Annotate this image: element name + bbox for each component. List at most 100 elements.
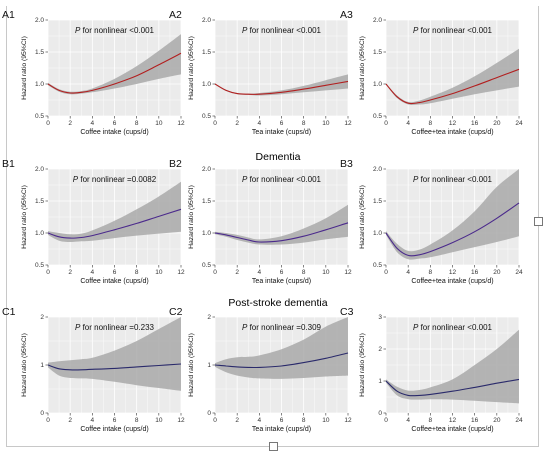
panel-label: A3	[340, 9, 353, 21]
y-tick-label: 1.5	[202, 198, 211, 205]
y-tick-label: 0	[40, 410, 44, 417]
hazard-ratio-curve	[214, 222, 349, 243]
p-value-annotation: P for nonlinear <0.001	[242, 175, 322, 184]
y-axis-label: Hazard ratio (95%CI)	[188, 185, 195, 249]
p-symbol: P	[73, 175, 79, 184]
panel-label: B2	[169, 158, 182, 170]
hazard-ratio-curve	[47, 363, 182, 371]
p-value-text: for nonlinear <0.001	[247, 175, 321, 184]
p-value-annotation: P for nonlinear <0.001	[75, 26, 155, 35]
y-axis-label: Hazard ratio (95%CI)	[21, 333, 28, 397]
x-tick-label: 0	[213, 417, 217, 424]
x-axis-label: Coffee intake (cups/d)	[80, 278, 148, 285]
y-tick-label: 0	[378, 410, 382, 417]
y-axis-label: Hazard ratio (95%CI)	[188, 333, 195, 397]
y-tick-label: 1.0	[202, 230, 211, 237]
x-tick-label: 8	[302, 120, 306, 127]
x-tick-label: 6	[113, 417, 117, 424]
confidence-band	[48, 34, 181, 95]
resize-handle-bottom[interactable]	[269, 442, 278, 451]
confidence-band	[215, 204, 348, 245]
x-tick-label: 16	[471, 417, 479, 424]
x-tick-label: 12	[177, 269, 185, 276]
x-tick-label: 2	[68, 269, 72, 276]
p-value-text: for nonlinear =0.309	[247, 323, 321, 332]
y-axis-label: Hazard ratio (95%CI)	[359, 36, 366, 100]
p-symbol: P	[413, 175, 419, 184]
y-tick-label: 1.0	[202, 81, 211, 88]
x-tick-label: 12	[449, 417, 457, 424]
y-tick-label: 2.0	[35, 166, 44, 173]
y-tick-label: 1.0	[373, 230, 382, 237]
y-tick-label: 2.0	[202, 166, 211, 173]
y-tick-label: 0.5	[373, 262, 382, 269]
y-tick-label: 0.5	[373, 113, 382, 120]
p-symbol: P	[242, 175, 248, 184]
y-axis-label: Hazard ratio (95%CI)	[21, 36, 28, 100]
x-axis-label: Coffee+tea intake (cups/d)	[411, 278, 493, 285]
y-tick-label: 0.5	[35, 262, 44, 269]
x-tick-label: 4	[91, 417, 95, 424]
x-tick-label: 6	[280, 269, 284, 276]
x-tick-label: 12	[177, 120, 185, 127]
left-border	[6, 6, 7, 446]
chart-panel-b3: 0 4 8 12 16 20 24 0.5 1.0 1.5 2.0 Coffee+tea intake…	[340, 158, 523, 285]
panel-label: C2	[169, 306, 183, 318]
x-tick-label: 12	[449, 120, 457, 127]
panel-label: B3	[340, 158, 353, 170]
x-tick-label: 6	[113, 269, 117, 276]
p-symbol: P	[413, 323, 419, 332]
x-tick-label: 6	[113, 120, 117, 127]
y-tick-label: 1.5	[35, 49, 44, 56]
x-axis-label: Coffee intake (cups/d)	[80, 129, 148, 136]
panel-label: A2	[169, 9, 182, 21]
x-tick-label: 2	[235, 120, 239, 127]
x-tick-label: 8	[135, 417, 139, 424]
resize-handle[interactable]	[534, 217, 543, 226]
x-tick-label: 4	[406, 417, 410, 424]
x-tick-label: 4	[258, 269, 262, 276]
x-axis-label: Tea intake (cups/d)	[252, 129, 311, 136]
y-axis-label: Hazard ratio (95%CI)	[359, 185, 366, 249]
p-value-annotation: P for nonlinear <0.001	[413, 26, 493, 35]
x-axis-label: Coffee intake (cups/d)	[80, 426, 148, 433]
y-axis-label: Hazard ratio (95%CI)	[359, 333, 366, 397]
chart-panel-a1: 0 2 4 6 8 10 12 0.5 1.0 1.5 2.0 Coffee intake (cups…	[2, 9, 185, 136]
p-value-annotation: P for nonlinear =0.233	[75, 323, 155, 332]
y-axis-label: Hazard ratio (95%CI)	[21, 185, 28, 249]
y-tick-label: 2.0	[35, 17, 44, 24]
x-axis-label: Tea intake (cups/d)	[252, 278, 311, 285]
x-tick-label: 4	[258, 417, 262, 424]
p-value-text: for nonlinear =0.0082	[78, 175, 157, 184]
x-tick-label: 24	[515, 120, 523, 127]
x-tick-label: 2	[235, 269, 239, 276]
chart-panel-a2: 0 2 4 6 8 10 12 0.5 1.0 1.5 2.0 Tea intake (cups/d)…	[169, 9, 352, 136]
x-tick-label: 4	[91, 120, 95, 127]
x-tick-label: 12	[344, 269, 352, 276]
y-tick-label: 1	[207, 362, 211, 369]
x-tick-label: 4	[406, 120, 410, 127]
p-value-annotation: P for nonlinear =0.309	[242, 323, 322, 332]
x-tick-label: 0	[384, 120, 388, 127]
x-tick-label: 0	[384, 417, 388, 424]
y-tick-label: 0.5	[202, 262, 211, 269]
x-tick-label: 20	[493, 269, 501, 276]
hazard-ratio-curve	[385, 378, 520, 397]
x-tick-label: 2	[68, 120, 72, 127]
p-value-annotation: P for nonlinear =0.0082	[73, 175, 157, 184]
x-tick-label: 4	[91, 269, 95, 276]
x-tick-label: 6	[280, 417, 284, 424]
y-tick-label: 3	[378, 314, 382, 321]
y-tick-label: 2	[378, 346, 382, 353]
x-tick-label: 4	[406, 269, 410, 276]
y-tick-label: 1.5	[373, 198, 382, 205]
y-tick-label: 2.0	[202, 17, 211, 24]
p-value-annotation: P for nonlinear <0.001	[413, 323, 493, 332]
right-border	[538, 6, 539, 446]
x-tick-label: 10	[322, 269, 330, 276]
hazard-ratio-curve	[47, 52, 182, 94]
p-value-text: for nonlinear <0.001	[247, 26, 321, 35]
